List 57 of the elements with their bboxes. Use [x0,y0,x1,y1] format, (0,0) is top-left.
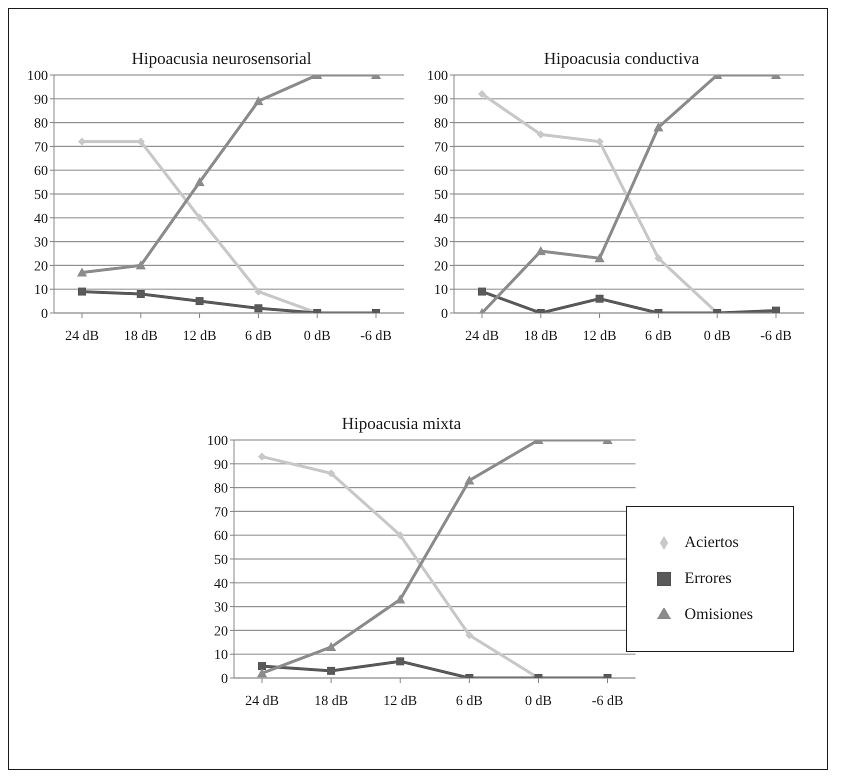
y-tick-label: 40 [434,212,448,227]
legend-label: Aciertos [684,534,739,551]
x-tick-label: 6 dB [244,328,272,344]
y-tick-label: 80 [434,116,448,132]
y-tick-label: 80 [34,116,48,132]
x-tick-label: 6 dB [644,328,672,344]
y-tick-label: 0 [41,306,48,322]
y-tick-label: 20 [434,259,448,274]
y-tick-label: 60 [214,529,228,544]
y-tick-label: 80 [214,482,228,497]
x-tick-label: -6 dB [360,328,392,344]
y-tick-label: 30 [214,600,228,616]
x-tick-label: 12 dB [182,328,217,344]
x-tick-label: 0 dB [525,694,552,709]
x-tick-label: 18 dB [124,328,158,344]
y-tick-label: 20 [34,259,48,274]
y-tick-label: 90 [34,92,48,108]
x-tick-label: 18 dB [314,694,348,709]
x-tick-label: 12 dB [582,328,617,344]
y-tick-label: 60 [434,164,448,180]
y-tick-label: 10 [434,283,448,298]
y-tick-label: 70 [214,505,228,520]
x-tick-label: 6 dB [456,694,483,709]
x-tick-label: 12 dB [383,694,418,709]
chart-title: Hipoacusia mixta [340,414,462,434]
y-tick-label: 0 [221,672,228,687]
y-tick-label: 70 [34,140,48,156]
y-tick-label: 90 [214,458,228,473]
chart-title: Hipoacusia conductiva [542,49,700,69]
y-tick-label: 10 [34,283,48,298]
y-tick-label: 50 [34,188,48,203]
x-tick-label: -6 dB [592,694,624,709]
chart-title: Hipoacusia neurosensorial [130,49,312,69]
y-tick-label: 30 [34,236,48,251]
y-tick-label: 50 [214,552,228,568]
legend-label: Errores [684,570,732,587]
y-tick-label: 50 [434,188,448,203]
y-tick-label: 40 [214,576,228,592]
x-tick-label: -6 dB [760,328,792,344]
x-tick-label: 24 dB [465,328,499,344]
y-tick-label: 40 [34,212,48,227]
legend-label: Omisiones [684,606,753,623]
y-tick-label: 100 [207,434,228,449]
y-tick-label: 100 [427,68,448,84]
y-tick-label: 70 [434,140,448,156]
y-tick-label: 30 [434,236,448,251]
y-tick-label: 10 [214,648,228,664]
x-tick-label: 24 dB [245,694,279,709]
x-tick-label: 0 dB [304,328,331,344]
y-tick-label: 60 [34,164,48,180]
y-tick-label: 0 [441,306,448,322]
y-tick-label: 90 [434,92,448,108]
x-tick-label: 18 dB [524,328,558,344]
x-tick-label: 0 dB [704,328,731,344]
x-tick-label: 24 dB [65,328,99,344]
y-tick-label: 20 [214,624,228,640]
y-tick-label: 100 [27,68,48,84]
